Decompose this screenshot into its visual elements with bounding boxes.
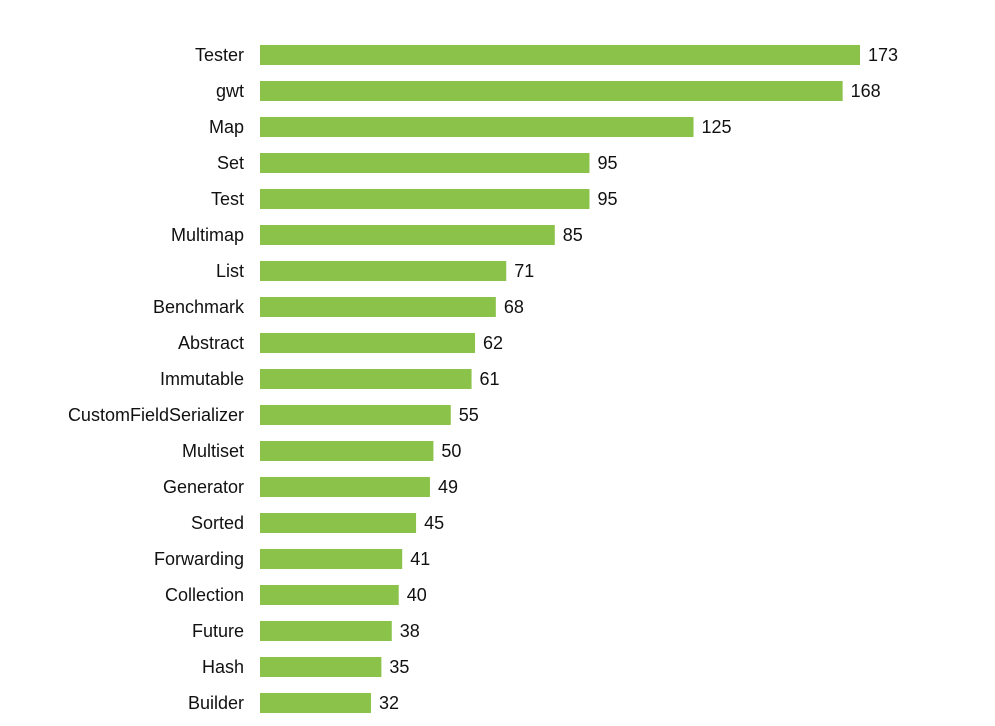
category-label: Set bbox=[217, 153, 244, 173]
value-label: 45 bbox=[424, 513, 444, 533]
category-label: Benchmark bbox=[153, 297, 245, 317]
value-label: 95 bbox=[597, 189, 617, 209]
bar bbox=[260, 225, 555, 245]
value-label: 50 bbox=[441, 441, 461, 461]
value-label: 32 bbox=[379, 693, 399, 713]
bar bbox=[260, 45, 860, 65]
value-label: 62 bbox=[483, 333, 503, 353]
bar bbox=[260, 261, 507, 281]
category-label: Tester bbox=[195, 45, 244, 65]
category-label: Map bbox=[209, 117, 244, 137]
bar bbox=[260, 441, 434, 461]
value-label: 68 bbox=[504, 297, 524, 317]
value-label: 49 bbox=[438, 477, 458, 497]
bar bbox=[260, 549, 403, 569]
category-label: Hash bbox=[202, 657, 244, 677]
category-label: Multimap bbox=[171, 225, 244, 245]
value-label: 41 bbox=[410, 549, 430, 569]
category-label: Builder bbox=[188, 693, 244, 713]
bar bbox=[260, 477, 430, 497]
category-label: gwt bbox=[216, 81, 244, 101]
category-label: Immutable bbox=[160, 369, 244, 389]
bar bbox=[260, 117, 694, 137]
value-label: 168 bbox=[851, 81, 881, 101]
bar bbox=[260, 513, 417, 533]
value-label: 125 bbox=[702, 117, 732, 137]
bar bbox=[260, 621, 392, 641]
category-label: Collection bbox=[165, 585, 244, 605]
value-label: 38 bbox=[400, 621, 420, 641]
bar bbox=[260, 81, 843, 101]
bar bbox=[260, 657, 382, 677]
bar bbox=[260, 153, 590, 173]
bar bbox=[260, 297, 496, 317]
category-label: Generator bbox=[163, 477, 244, 497]
value-label: 40 bbox=[407, 585, 427, 605]
category-label: Multiset bbox=[182, 441, 244, 461]
bar bbox=[260, 693, 371, 713]
value-label: 95 bbox=[597, 153, 617, 173]
value-label: 61 bbox=[480, 369, 500, 389]
category-label: Sorted bbox=[191, 513, 244, 533]
value-label: 35 bbox=[389, 657, 409, 677]
bar bbox=[260, 333, 476, 353]
category-label: Test bbox=[211, 189, 244, 209]
bar bbox=[260, 369, 472, 389]
category-label: Future bbox=[192, 621, 244, 641]
category-label: List bbox=[216, 261, 244, 281]
bar bbox=[260, 405, 451, 425]
value-label: 55 bbox=[459, 405, 479, 425]
value-label: 173 bbox=[868, 45, 898, 65]
bar bbox=[260, 189, 590, 209]
value-label: 71 bbox=[514, 261, 534, 281]
value-label: 85 bbox=[563, 225, 583, 245]
bar bbox=[260, 585, 399, 605]
category-label: Forwarding bbox=[154, 549, 244, 569]
category-label: CustomFieldSerializer bbox=[68, 405, 244, 425]
category-label: Abstract bbox=[178, 333, 244, 353]
